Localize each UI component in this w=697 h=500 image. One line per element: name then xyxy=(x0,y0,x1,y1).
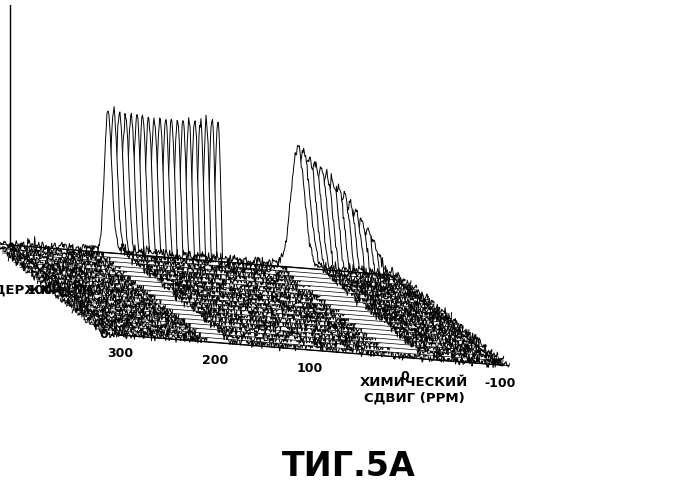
Polygon shape xyxy=(78,121,487,349)
Text: 300: 300 xyxy=(107,347,133,360)
Polygon shape xyxy=(66,120,475,340)
Polygon shape xyxy=(3,112,411,288)
Polygon shape xyxy=(84,118,492,354)
Text: ВРЕМЯ ЗАДЕРЖКИ (МС): ВРЕМЯ ЗАДЕРЖКИ (МС) xyxy=(0,284,102,296)
Polygon shape xyxy=(43,118,452,322)
Polygon shape xyxy=(95,120,504,364)
Text: 100: 100 xyxy=(26,284,53,296)
Polygon shape xyxy=(14,114,422,298)
Polygon shape xyxy=(26,115,434,306)
Text: ХИМИЧЕСКИЙ
СДВИГ (PPM): ХИМИЧЕСКИЙ СДВИГ (PPM) xyxy=(360,376,468,404)
Text: 100: 100 xyxy=(297,362,323,375)
Polygon shape xyxy=(72,118,480,344)
Polygon shape xyxy=(38,118,446,316)
Polygon shape xyxy=(20,115,429,302)
Polygon shape xyxy=(61,120,469,336)
Polygon shape xyxy=(0,112,399,278)
Polygon shape xyxy=(89,115,498,359)
Polygon shape xyxy=(0,106,405,284)
Text: -100: -100 xyxy=(484,377,516,390)
Text: 0: 0 xyxy=(99,328,108,342)
Text: 0: 0 xyxy=(401,370,409,382)
Polygon shape xyxy=(8,114,417,292)
Polygon shape xyxy=(31,118,440,312)
Text: 200: 200 xyxy=(202,354,228,368)
Polygon shape xyxy=(54,119,464,331)
Polygon shape xyxy=(49,120,457,325)
Polygon shape xyxy=(101,122,510,368)
Text: ΤИГ.5А: ΤИГ.5А xyxy=(282,450,415,483)
